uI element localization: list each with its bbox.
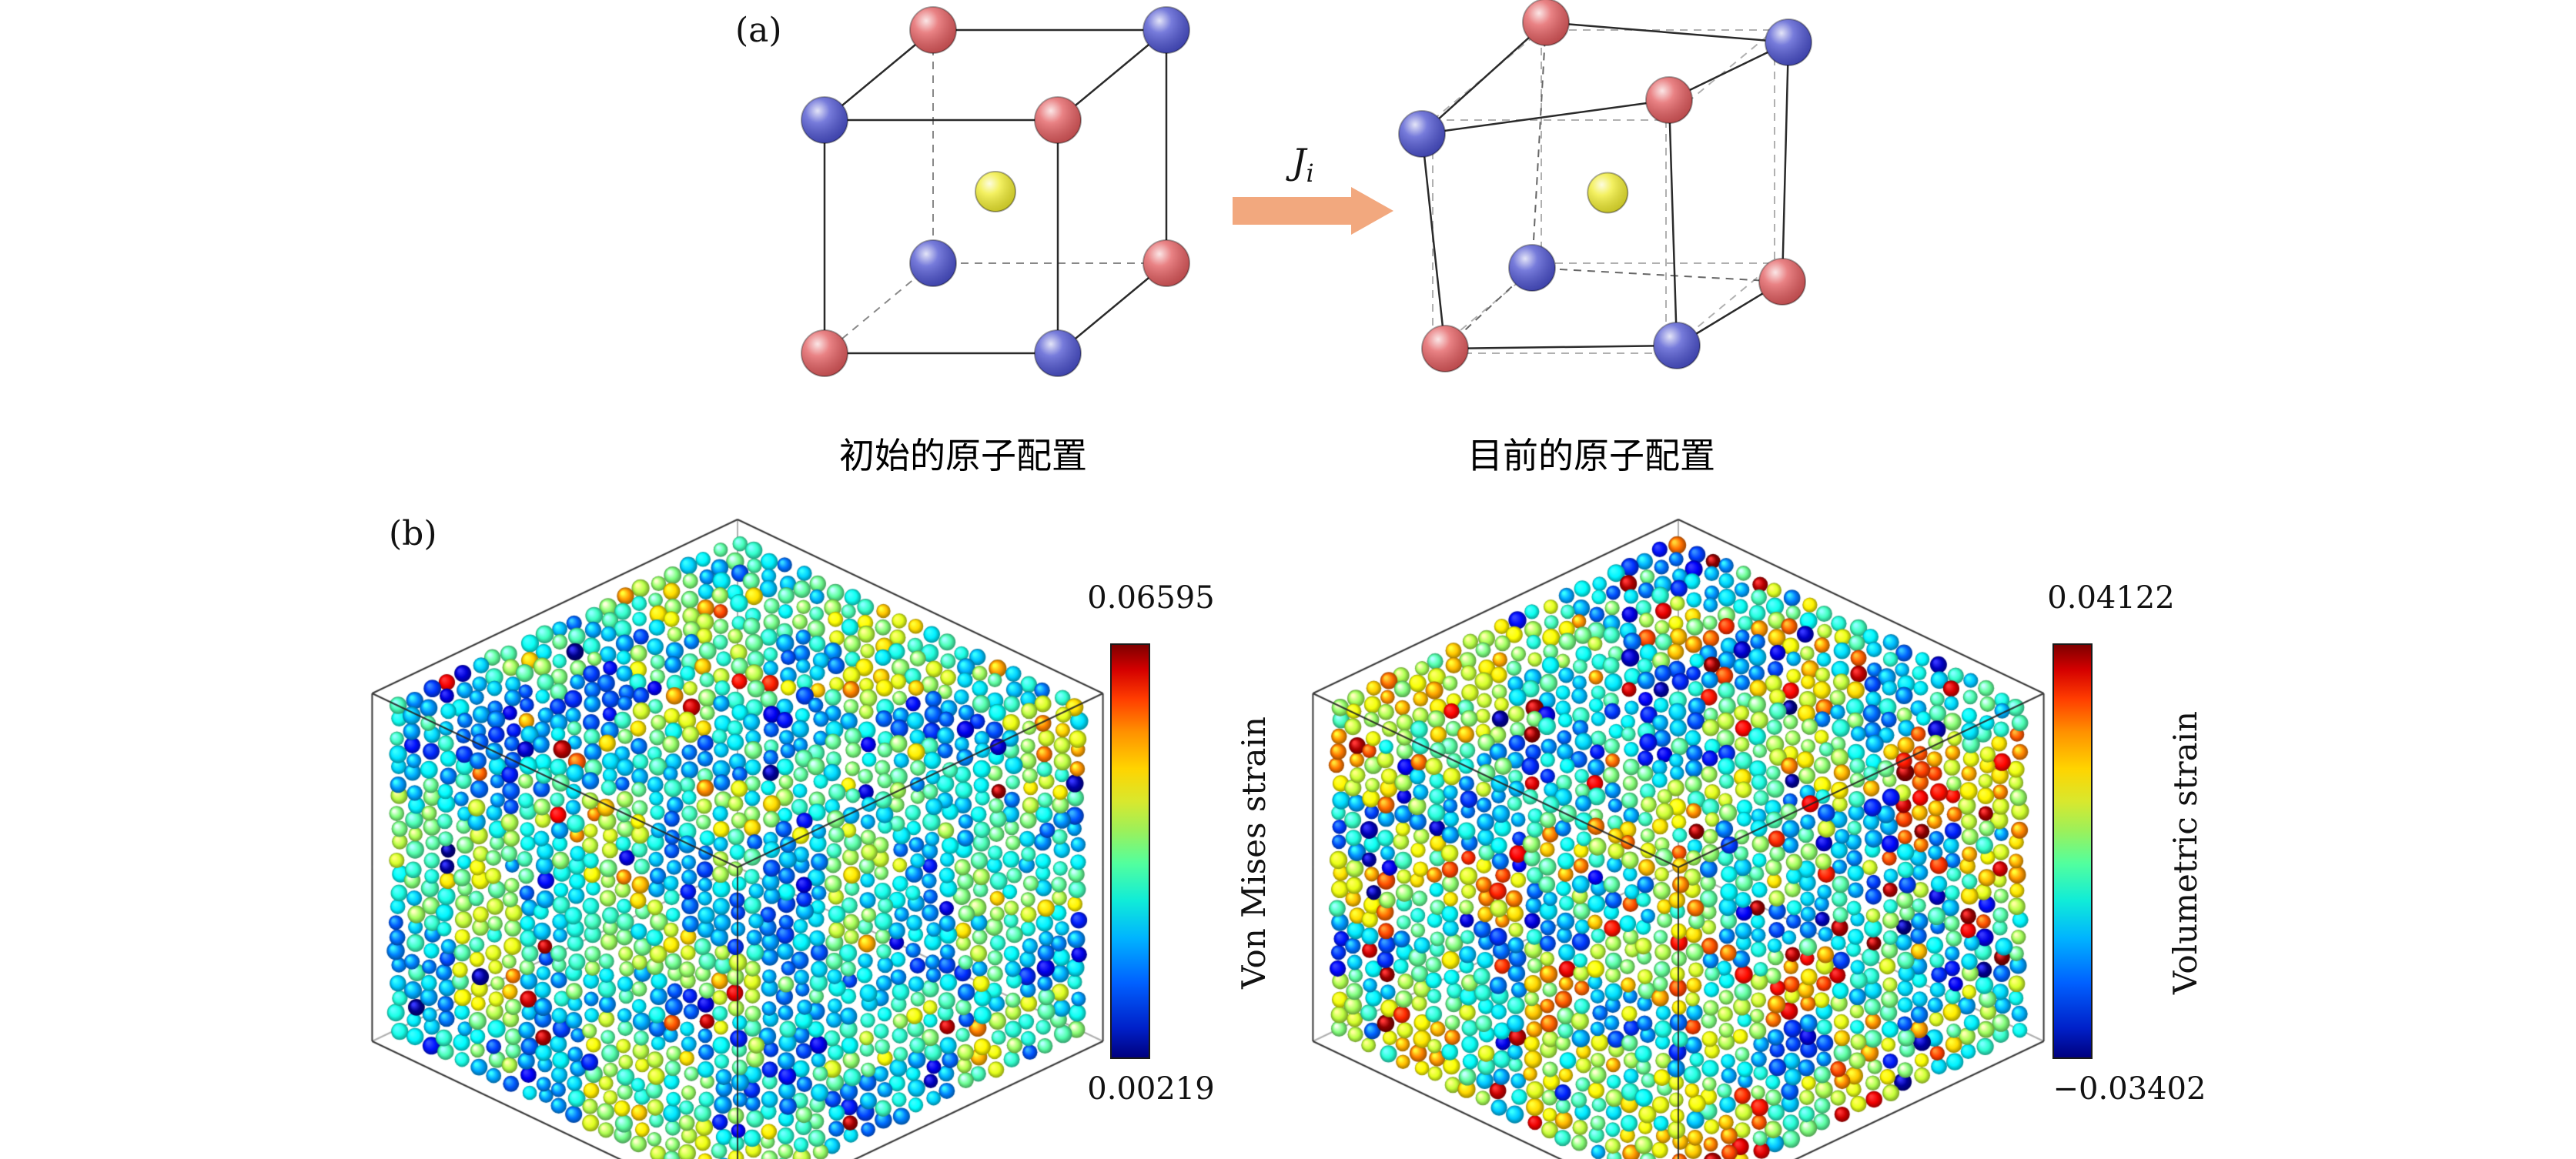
red-atom-shine bbox=[1143, 240, 1189, 286]
blue-atom-shine bbox=[801, 97, 848, 143]
red-atom-shine bbox=[1422, 326, 1468, 372]
blue-atom-shine bbox=[910, 240, 956, 286]
cube-edge bbox=[1057, 262, 1167, 354]
von-mises-colorbar bbox=[1110, 643, 1150, 1059]
red-atom-shine bbox=[1759, 259, 1805, 305]
cube-edge bbox=[1545, 21, 1789, 44]
cube-edge bbox=[1444, 344, 1678, 350]
cube-edge bbox=[1665, 262, 1775, 354]
volumetric-colorbar-title: Volumetric strain bbox=[2166, 710, 2204, 995]
cube-edge bbox=[1421, 22, 1547, 135]
volumetric-colorbar bbox=[2052, 643, 2093, 1059]
yellow-center-atom-shine bbox=[1587, 172, 1628, 213]
cube-edge bbox=[824, 262, 934, 354]
cube-edge bbox=[1668, 99, 1678, 346]
cube-edge bbox=[824, 29, 934, 121]
blue-atom-shine bbox=[1654, 322, 1700, 369]
von-mises-strain-rendering bbox=[368, 509, 1107, 1159]
red-atom-shine bbox=[910, 7, 956, 53]
volumetric-strain-rendering bbox=[1309, 509, 2048, 1159]
caption-initial-config: 初始的原子配置 bbox=[839, 435, 1087, 476]
von-mises-min-value: 0.00219 bbox=[1087, 1071, 1215, 1107]
yellow-center-atom-shine bbox=[975, 172, 1015, 212]
unit-cell-diagram: Ji bbox=[801, 0, 1812, 377]
blue-atom-shine bbox=[1399, 111, 1445, 157]
von-mises-max-value: 0.06595 bbox=[1087, 580, 1215, 616]
transform-arrow bbox=[1233, 187, 1393, 235]
blue-atom-shine bbox=[1509, 245, 1555, 291]
red-atom-shine bbox=[1646, 77, 1692, 123]
blue-atom-shine bbox=[1765, 19, 1812, 65]
cube-edge bbox=[1057, 29, 1167, 121]
blue-atom-shine bbox=[1035, 330, 1081, 376]
red-atom-shine bbox=[1523, 0, 1569, 45]
caption-current-config: 目前的原子配置 bbox=[1467, 435, 1715, 476]
cube-edge bbox=[1421, 99, 1670, 135]
cube-edge bbox=[1420, 133, 1447, 349]
blue-atom-shine bbox=[1143, 7, 1189, 53]
panel-a-label: (a) bbox=[735, 11, 782, 50]
arrow-label: Ji bbox=[1286, 141, 1314, 188]
cube-edge bbox=[1781, 42, 1790, 282]
volumetric-max-value: 0.04122 bbox=[2047, 580, 2175, 616]
red-atom-shine bbox=[801, 330, 848, 376]
cube-edge bbox=[1531, 22, 1547, 269]
cube-edge bbox=[1531, 267, 1783, 282]
volumetric-min-value: −0.03402 bbox=[2052, 1071, 2206, 1107]
red-atom-shine bbox=[1035, 97, 1081, 143]
von-mises-colorbar-title: Von Mises strain bbox=[1235, 716, 1273, 989]
